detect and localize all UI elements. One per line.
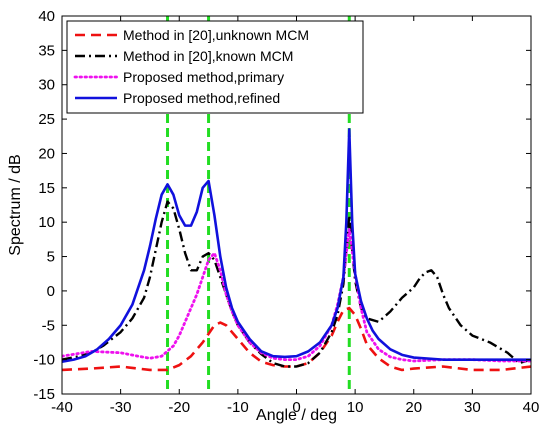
- series-line-1: [62, 200, 531, 368]
- y-axis-label: Spectrum / dB: [7, 154, 24, 255]
- y-tick-label-5: 10: [38, 214, 55, 231]
- y-tick-label-3: 0: [47, 283, 55, 300]
- x-tick-label-6: 20: [405, 399, 422, 416]
- legend-label-1: Method in [20],known MCM: [123, 48, 293, 64]
- x-tick-label-4: 0: [292, 399, 300, 416]
- y-tick-label-4: 5: [47, 249, 55, 266]
- y-tick-label-9: 30: [38, 77, 55, 94]
- x-tick-label-7: 30: [464, 399, 481, 416]
- legend: Method in [20],unknown MCM Method in [20]…: [66, 20, 364, 114]
- x-tick-label-3: -10: [227, 399, 249, 416]
- legend-label-2: Proposed method,primary: [123, 69, 284, 85]
- x-tick-label-8: 40: [523, 399, 540, 416]
- y-tick-label-0: -15: [33, 386, 55, 403]
- y-tick-label-10: 35: [38, 42, 55, 59]
- axes: -40 -30 -20 -10 0 10 20 30 40 -15 -10 -5 0 5 10 15 20 25 3…: [33, 8, 539, 416]
- x-tick-label-0: -40: [51, 399, 73, 416]
- x-tick-label-2: -20: [168, 399, 190, 416]
- y-tick-label-1: -10: [33, 352, 55, 369]
- x-axis-label: Angle / deg: [256, 407, 337, 424]
- y-tick-label-11: 40: [38, 8, 55, 25]
- x-tick-label-1: -30: [110, 399, 132, 416]
- legend-label-0: Method in [20],unknown MCM: [123, 27, 309, 43]
- x-tick-label-5: 10: [347, 399, 364, 416]
- y-tick-label-6: 15: [38, 180, 55, 197]
- series-line-3: [62, 128, 531, 363]
- y-tick-label-7: 20: [38, 145, 55, 162]
- legend-label-3: Proposed method,refined: [123, 90, 280, 106]
- y-tick-label-2: -5: [42, 317, 55, 334]
- y-tick-label-8: 25: [38, 111, 55, 128]
- series-line-2: [62, 227, 531, 363]
